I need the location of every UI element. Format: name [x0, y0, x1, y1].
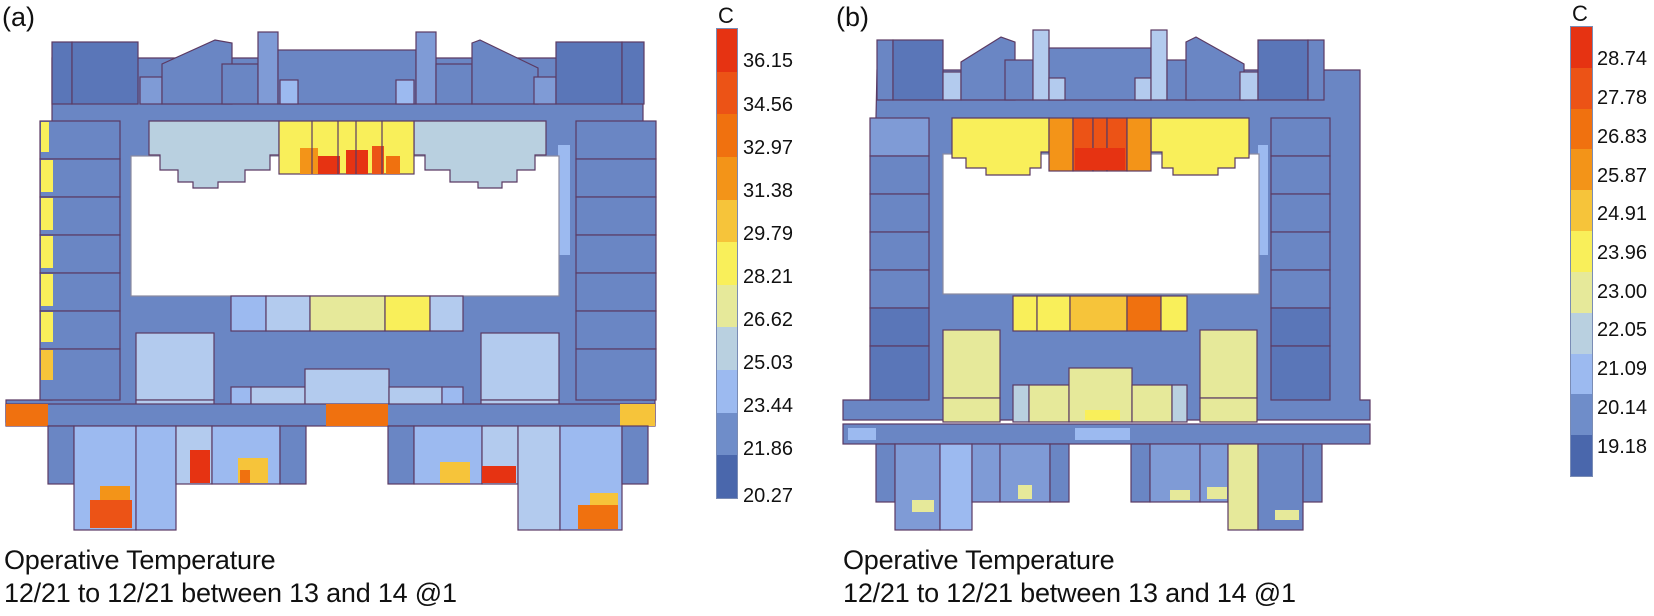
- legend-swatch: [1571, 27, 1592, 68]
- legend-swatch: [1571, 67, 1592, 109]
- legend-a-unit: C: [718, 3, 734, 28]
- floor-plan-a: [5, 31, 657, 531]
- legend-b-tick: 24.91: [1597, 203, 1648, 225]
- legend-swatch: [1571, 312, 1592, 354]
- legend-b-colorbar: [1570, 26, 1593, 477]
- legend-a-tick: 36.15: [743, 50, 794, 72]
- caption-a-title: Operative Temperature: [4, 545, 276, 575]
- legend-a-tick: 20.27: [743, 485, 794, 507]
- legend-swatch: [1571, 394, 1592, 436]
- panel-a-label: (a): [2, 2, 35, 32]
- legend-swatch: [1571, 108, 1592, 150]
- legend-b-tick: 26.83: [1597, 126, 1648, 148]
- legend-swatch: [1571, 231, 1592, 272]
- legend-swatch: [717, 455, 737, 499]
- legend-swatch: [717, 199, 737, 243]
- legend-swatch: [717, 327, 737, 371]
- caption-b-title: Operative Temperature: [843, 545, 1115, 575]
- legend-b-tick: 20.14: [1597, 397, 1648, 419]
- legend-b-tick: 23.00: [1597, 281, 1648, 303]
- floor-plan-b: [842, 29, 1371, 531]
- legend-swatch: [1571, 271, 1592, 313]
- caption-a: Operative Temperature 12/21 to 12/21 bet…: [4, 544, 457, 610]
- legend-swatch: [717, 114, 737, 157]
- panel-b-label: (b): [836, 2, 869, 32]
- legend-swatch: [717, 156, 737, 200]
- legend-swatch: [717, 412, 737, 456]
- legend-b-tick: 28.74: [1597, 48, 1648, 70]
- legend-a-tick: 28.21: [743, 266, 794, 288]
- legend-swatch: [717, 29, 737, 72]
- legend-a-tick: 29.79: [743, 223, 794, 245]
- courtyard-b: [942, 153, 1260, 295]
- legend-b-tick: 21.09: [1597, 358, 1648, 380]
- legend-b-tick: 23.96: [1597, 242, 1648, 264]
- legend-a-tick: 34.56: [743, 94, 794, 116]
- caption-a-period: 12/21 to 12/21 between 13 and 14 @1: [4, 578, 457, 608]
- legend-swatch: [717, 284, 737, 328]
- legend-b-tick: 27.78: [1597, 87, 1648, 109]
- legend-a-tick: 23.44: [743, 395, 794, 417]
- legend-b-tick: 22.05: [1597, 319, 1648, 341]
- legend-swatch: [1571, 435, 1592, 476]
- legend-a-tick: 31.38: [743, 180, 794, 202]
- legend-swatch: [717, 242, 737, 285]
- legend-a-tick: 25.03: [743, 352, 794, 374]
- legend-swatch: [1571, 149, 1592, 191]
- legend-swatch: [717, 71, 737, 115]
- legend-a-tick: 32.97: [743, 137, 794, 159]
- legend-b-unit: C: [1572, 1, 1588, 26]
- legend-swatch: [1571, 190, 1592, 232]
- legend-swatch: [717, 370, 737, 413]
- legend-a-tick: 26.62: [743, 309, 794, 331]
- caption-b: Operative Temperature 12/21 to 12/21 bet…: [843, 544, 1296, 610]
- legend-a-tick: 21.86: [743, 438, 794, 460]
- legend-b-tick: 25.87: [1597, 165, 1648, 187]
- legend-swatch: [1571, 353, 1592, 395]
- caption-b-period: 12/21 to 12/21 between 13 and 14 @1: [843, 578, 1296, 608]
- legend-b-tick: 19.18: [1597, 436, 1648, 458]
- legend-a-colorbar: [716, 28, 738, 499]
